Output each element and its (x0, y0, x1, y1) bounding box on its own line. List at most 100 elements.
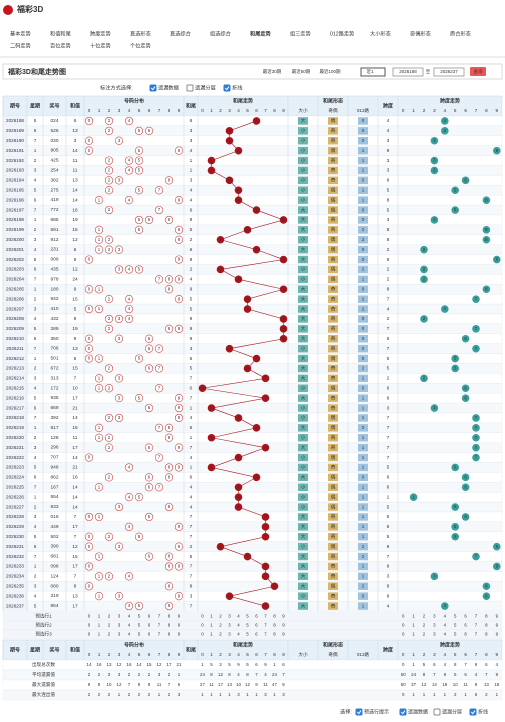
nav-item[interactable]: 二码走势 (10, 41, 31, 49)
preselect-digit[interactable]: 4 (444, 623, 447, 628)
preselect-digit[interactable]: 2 (423, 632, 426, 637)
mark-checkbox[interactable] (186, 84, 194, 92)
preselect-digit[interactable]: 5 (454, 632, 457, 637)
preselect-digit[interactable]: 8 (168, 614, 171, 619)
preselect-digit[interactable]: 3 (118, 623, 121, 628)
preselect-digit[interactable]: 1 (412, 632, 415, 637)
preselect-digit[interactable]: 5 (138, 614, 141, 619)
nav-item[interactable]: 质合形态 (450, 29, 471, 37)
preselect-digit[interactable]: 1 (98, 632, 101, 637)
preselect-digit[interactable]: 8 (485, 623, 488, 628)
preselect-digit[interactable]: 5 (138, 623, 141, 628)
to-input[interactable] (433, 67, 465, 77)
preselect-digit[interactable]: 6 (148, 614, 151, 619)
select-box[interactable] (360, 67, 386, 77)
preselect-digit[interactable]: 4 (128, 632, 131, 637)
preselect-digit[interactable]: 1 (98, 623, 101, 628)
preselect-digit[interactable]: 7 (475, 614, 478, 619)
nav-item[interactable]: 012路走势 (330, 29, 354, 37)
nav-item[interactable]: 组选综合 (210, 29, 232, 37)
preselect-digit[interactable]: 9 (178, 614, 181, 619)
preselect-digit[interactable]: 4 (128, 623, 131, 628)
preselect-digit[interactable]: 0 (88, 614, 91, 619)
preselect-digit[interactable]: 0 (402, 632, 405, 637)
preselect-digit[interactable]: 2 (423, 623, 426, 628)
preselect-digit[interactable]: 8 (485, 614, 488, 619)
preselect-digit[interactable]: 8 (168, 632, 171, 637)
preselect-digit[interactable]: 5 (246, 614, 249, 619)
preselect-digit[interactable]: 2 (219, 623, 222, 628)
preselect-digit[interactable]: 6 (255, 614, 258, 619)
preselect-digit[interactable]: 3 (228, 614, 231, 619)
preselect-digit[interactable]: 0 (88, 632, 91, 637)
nav-item[interactable]: 和尾走势 (250, 29, 272, 37)
nav-item[interactable]: 百位走势 (50, 41, 71, 49)
preselect-digit[interactable]: 2 (108, 632, 111, 637)
nav-item[interactable]: 直选综合 (170, 29, 192, 37)
preselect-digit[interactable]: 2 (108, 623, 111, 628)
preselect-digit[interactable]: 3 (228, 632, 231, 637)
preselect-digit[interactable]: 1 (210, 632, 213, 637)
preselect-digit[interactable]: 9 (496, 614, 499, 619)
preselect-digit[interactable]: 8 (273, 614, 276, 619)
preselect-digit[interactable]: 9 (496, 632, 499, 637)
preselect-digit[interactable]: 0 (402, 614, 405, 619)
preselect-digit[interactable]: 7 (264, 623, 267, 628)
preselect-digit[interactable]: 7 (158, 623, 161, 628)
preselect-digit[interactable]: 9 (282, 623, 285, 628)
preselect-digit[interactable]: 2 (108, 614, 111, 619)
preselect-digit[interactable]: 6 (148, 623, 151, 628)
nav-item[interactable]: 十位走势 (90, 41, 111, 49)
nav-item[interactable]: 直选形态 (130, 29, 151, 37)
preselect-digit[interactable]: 2 (423, 614, 426, 619)
preselect-digit[interactable]: 0 (201, 632, 204, 637)
preselect-digit[interactable]: 9 (178, 632, 181, 637)
preselect-digit[interactable]: 1 (412, 623, 415, 628)
nav-item[interactable]: 大小形态 (370, 29, 391, 37)
preselect-digit[interactable]: 0 (402, 623, 405, 628)
preselect-digit[interactable]: 2 (219, 614, 222, 619)
preselect-digit[interactable]: 7 (264, 614, 267, 619)
preselect-digit[interactable]: 9 (282, 614, 285, 619)
preselect-digit[interactable]: 4 (237, 632, 240, 637)
preselect-digit[interactable]: 5 (454, 614, 457, 619)
footer-checkbox[interactable] (433, 708, 441, 716)
preselect-digit[interactable]: 7 (158, 614, 161, 619)
preselect-digit[interactable]: 6 (255, 632, 258, 637)
preselect-digit[interactable]: 7 (264, 632, 267, 637)
from-input[interactable] (392, 67, 424, 77)
preselect-digit[interactable]: 4 (444, 614, 447, 619)
preselect-digit[interactable]: 3 (433, 632, 436, 637)
preselect-digit[interactable]: 7 (475, 623, 478, 628)
preselect-digit[interactable]: 5 (454, 623, 457, 628)
preselect-digit[interactable]: 6 (148, 632, 151, 637)
preselect-digit[interactable]: 2 (219, 632, 222, 637)
preselect-digit[interactable]: 0 (201, 614, 204, 619)
preselect-digit[interactable]: 9 (178, 623, 181, 628)
nav-item[interactable]: 个位走势 (130, 41, 151, 49)
preselect-digit[interactable]: 1 (210, 623, 213, 628)
nav-item[interactable]: 奇偶形态 (410, 29, 431, 37)
recent-link[interactable]: 最近50期 (292, 68, 311, 75)
recent-link[interactable]: 最近30期 (263, 68, 282, 75)
preselect-digit[interactable]: 8 (273, 632, 276, 637)
preselect-digit[interactable]: 4 (237, 614, 240, 619)
preselect-digit[interactable]: 0 (201, 623, 204, 628)
preselect-digit[interactable]: 0 (88, 623, 91, 628)
preselect-digit[interactable]: 6 (255, 623, 258, 628)
preselect-digit[interactable]: 3 (433, 623, 436, 628)
preselect-digit[interactable]: 9 (496, 623, 499, 628)
preselect-digit[interactable]: 8 (168, 623, 171, 628)
preselect-digit[interactable]: 5 (246, 632, 249, 637)
preselect-digit[interactable]: 6 (464, 614, 467, 619)
preselect-digit[interactable]: 7 (158, 632, 161, 637)
preselect-digit[interactable]: 5 (246, 623, 249, 628)
preselect-digit[interactable]: 9 (282, 632, 285, 637)
preselect-digit[interactable]: 1 (412, 614, 415, 619)
preselect-digit[interactable]: 1 (210, 614, 213, 619)
nav-item[interactable]: 跨度走势 (90, 29, 111, 37)
preselect-digit[interactable]: 6 (464, 623, 467, 628)
preselect-digit[interactable]: 3 (433, 614, 436, 619)
preselect-digit[interactable]: 8 (485, 632, 488, 637)
preselect-digit[interactable]: 1 (98, 614, 101, 619)
